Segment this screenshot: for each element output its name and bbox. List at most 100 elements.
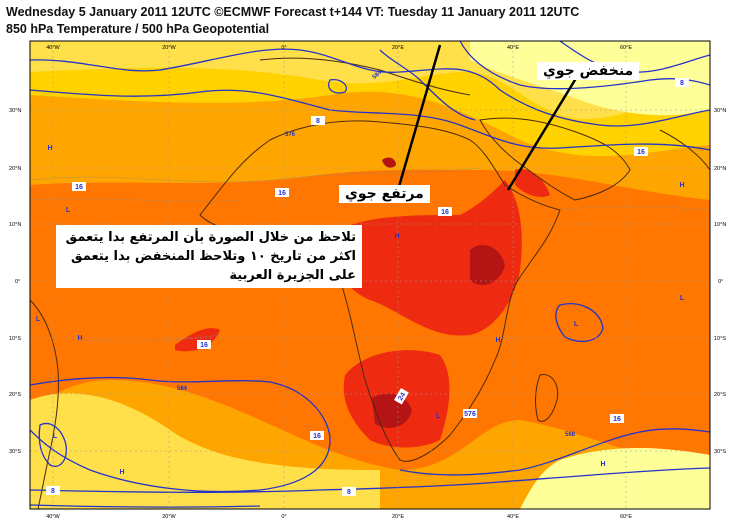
high-pointer-line xyxy=(396,44,442,191)
lat-label-right: 0° xyxy=(718,279,723,285)
contour-label-bg xyxy=(310,431,324,440)
lon-label-top: 0° xyxy=(281,45,286,51)
contour-value-label: 584 xyxy=(177,386,188,392)
geopotential-contour-2 xyxy=(30,89,710,151)
india-outline xyxy=(659,129,710,171)
lon-label-top: 20°E xyxy=(392,45,404,51)
contour-label-bg xyxy=(675,78,689,87)
analysis-note-line: تلاحظ من خلال الصورة بأن المرتفع بدا يتع… xyxy=(65,230,356,245)
lon-label-bottom: 40°W xyxy=(46,514,60,520)
lat-label-right: 10°N xyxy=(714,222,726,228)
lat-label-left: 10°S xyxy=(9,336,21,342)
geopotential-contour-10 xyxy=(30,467,710,493)
contour-value-label: 16 xyxy=(637,149,645,156)
lon-label-bottom: 20°E xyxy=(392,514,404,520)
europe-outline xyxy=(259,57,471,96)
contour-label-bg xyxy=(311,116,325,125)
isotherm-2 xyxy=(30,198,241,202)
low-pressure-marker: L xyxy=(53,433,58,440)
lon-label-bottom: 40°E xyxy=(507,514,519,520)
contour-value-label: 8 xyxy=(680,80,684,87)
temp-band-cold-se xyxy=(520,448,710,509)
temp-very-hot-core3 xyxy=(382,157,396,168)
lat-label-right: 20°N xyxy=(714,166,726,172)
temp-hot-west-coast xyxy=(175,328,220,352)
low-pressure-annotation: منخفض جوي xyxy=(537,62,640,80)
high-pressure-annotation: مرتفع جوي xyxy=(339,185,430,203)
lat-label-right: 30°N xyxy=(714,108,726,114)
contour-label-bg xyxy=(610,414,624,423)
contour-value-label: 584 xyxy=(372,69,384,80)
contour-label-bg xyxy=(438,207,452,216)
contour-label-bg xyxy=(634,147,648,156)
chart-title: Wednesday 5 January 2011 12UTC ©ECMWF Fo… xyxy=(6,5,580,19)
low-pressure-marker: L xyxy=(66,207,71,214)
analysis-note: تلاحظ من خلال الصورة بأن المرتفع بدا يتع… xyxy=(56,225,362,288)
low-pressure-marker: L xyxy=(36,316,41,323)
lon-label-bottom: 20°W xyxy=(162,514,176,520)
contour-label-bg xyxy=(72,182,86,191)
contour-label-bg xyxy=(197,340,211,349)
chart-subtitle: 850 hPa Temperature / 500 hPa Geopotenti… xyxy=(6,22,270,36)
contour-value-label: 8 xyxy=(316,118,320,125)
geopotential-contour-8 xyxy=(38,422,67,467)
contour-value-label: 16 xyxy=(75,184,83,191)
isotherm-4 xyxy=(79,334,221,343)
geopotential-contour-4 xyxy=(328,79,347,94)
analysis-note-line: اكثر من تاريخ ١٠ وتلاحظ المنخفض بدا يتعم… xyxy=(71,249,356,264)
lat-label-left: 30°N xyxy=(9,108,21,114)
low-pointer-line xyxy=(506,74,580,191)
temp-very-hot-core1 xyxy=(470,245,505,285)
contour-value-label: 16 xyxy=(278,190,286,197)
contour-label-bg xyxy=(394,387,409,405)
contour-label-bg xyxy=(46,486,60,495)
arabia-outline xyxy=(479,117,631,201)
temp-hot-equatorial xyxy=(329,180,522,336)
contour-label-bg xyxy=(342,487,356,496)
lon-label-top: 60°E xyxy=(620,45,632,51)
lat-label-left: 0° xyxy=(15,279,20,285)
high-pressure-marker: H xyxy=(47,145,52,152)
temp-hot-horn xyxy=(515,169,550,197)
lat-label-left: 20°S xyxy=(9,392,21,398)
isotherm-3 xyxy=(559,206,710,211)
high-pressure-marker: H xyxy=(394,233,399,240)
south-america-outline xyxy=(30,299,59,509)
contour-value-label: 16 xyxy=(441,209,449,216)
contour-label-bg xyxy=(275,188,289,197)
contour-value-label: 568 xyxy=(565,432,576,438)
geopotential-contour-12 xyxy=(555,303,604,343)
contour-value-label: 16 xyxy=(313,433,321,440)
contour-value-label: 24 xyxy=(397,392,407,402)
contour-value-label: 576 xyxy=(285,132,296,138)
lat-label-right: 20°S xyxy=(714,392,726,398)
lon-label-bottom: 0° xyxy=(281,514,286,520)
geopotential-contour-3 xyxy=(379,49,476,121)
isotherm-1 xyxy=(30,167,481,183)
geopotential-contour-7 xyxy=(30,376,331,493)
madagascar-outline xyxy=(535,374,559,422)
high-pressure-marker: H xyxy=(600,461,605,468)
geopotential-contour-1 xyxy=(30,48,710,127)
map-frame xyxy=(29,40,711,510)
lat-label-left: 20°N xyxy=(9,166,21,172)
analysis-note-line: على الجزيرة العربية xyxy=(229,268,356,283)
lon-label-bottom: 60°E xyxy=(620,514,632,520)
high-pressure-marker: H xyxy=(119,469,124,476)
contour-value-label: 16 xyxy=(200,342,208,349)
lon-label-top: 40°W xyxy=(46,45,60,51)
contour-value-label: 8 xyxy=(347,489,351,496)
lat-label-right: 30°S xyxy=(714,449,726,455)
geopotential-contour-11 xyxy=(30,504,261,508)
low-pressure-marker: L xyxy=(436,413,441,420)
low-pressure-marker: L xyxy=(680,295,685,302)
low-pressure-marker: L xyxy=(574,321,579,328)
africa-outline xyxy=(199,120,561,462)
lat-label-right: 10°S xyxy=(714,336,726,342)
lon-label-top: 20°W xyxy=(162,45,176,51)
lon-label-top: 40°E xyxy=(507,45,519,51)
high-pressure-marker: H xyxy=(495,337,500,344)
high-pressure-marker: H xyxy=(679,182,684,189)
contour-value-label: 16 xyxy=(613,416,621,423)
high-pressure-marker: H xyxy=(77,335,82,342)
